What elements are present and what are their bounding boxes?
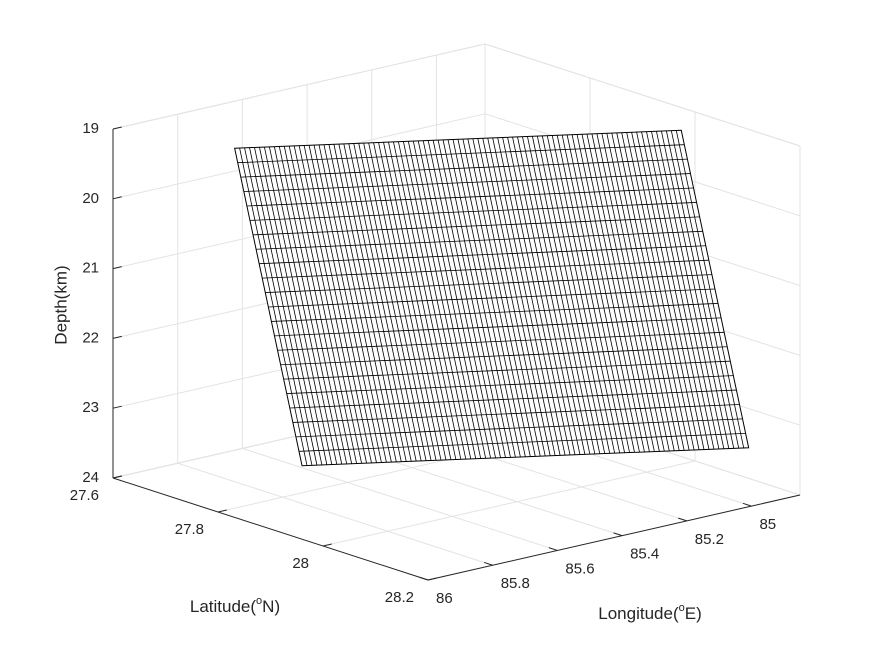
z-tick	[112, 405, 122, 409]
mesh-line	[268, 288, 715, 308]
z-tick	[112, 266, 122, 270]
z-tick	[112, 196, 122, 200]
mesh-line	[274, 317, 722, 337]
z-tick-label: 19	[82, 120, 99, 137]
x-tick	[742, 502, 752, 507]
z-axis-label: Depth(km)	[51, 265, 70, 344]
mesh-line	[298, 432, 746, 452]
x-tick-label: 85	[759, 516, 776, 533]
mesh-line	[286, 375, 734, 394]
x-label-rest: E)	[685, 604, 702, 623]
mesh-line	[243, 173, 691, 192]
x-axis-label: Longitude(oE)	[598, 602, 701, 624]
x-tick	[548, 547, 558, 551]
mesh-line	[295, 418, 743, 438]
y-tick	[112, 475, 122, 479]
z-tick-label: 23	[82, 399, 99, 416]
y-label-rest: N)	[262, 597, 280, 616]
mesh-line	[277, 331, 725, 351]
y-tick-label: 27.6	[70, 487, 99, 504]
z-tick-label: 24	[82, 469, 99, 486]
mesh-line	[280, 346, 728, 366]
mesh-line	[240, 158, 688, 178]
z-tick-label: 20	[82, 190, 99, 207]
mesh-line	[265, 274, 712, 293]
mesh-line	[289, 389, 737, 409]
x-tick	[483, 561, 493, 566]
grid-line	[484, 43, 801, 147]
mesh-line	[259, 245, 706, 265]
mesh-line	[253, 216, 700, 236]
y-tick-label: 28	[292, 555, 309, 572]
mesh-line	[271, 303, 719, 322]
y-label-text: Latitude(	[190, 597, 256, 616]
y-tick	[322, 543, 332, 547]
x-tick-label: 85.6	[565, 560, 594, 577]
y-tick-label: 27.8	[175, 521, 204, 538]
mesh-line	[237, 144, 685, 164]
y-tick	[217, 509, 227, 513]
x-tick-label: 85.2	[695, 531, 724, 548]
y-axis-line	[112, 477, 429, 581]
y-tick	[427, 577, 437, 581]
mesh-line	[283, 360, 731, 380]
x-tick-label: 85.8	[501, 575, 530, 592]
x-tick	[678, 517, 687, 522]
z-tick-label: 21	[82, 260, 99, 277]
mesh-line	[249, 202, 697, 221]
z-tick	[112, 126, 122, 130]
mesh-line	[262, 259, 709, 279]
grid-line	[322, 460, 696, 547]
grid-line	[177, 462, 493, 566]
y-tick-label: 28.2	[385, 589, 414, 606]
surface	[234, 129, 750, 467]
z-tick	[112, 335, 122, 339]
y-axis-label: Latitude(oN)	[190, 595, 280, 617]
grid-line	[112, 43, 486, 130]
mesh-line	[256, 230, 703, 250]
x-axis-line	[427, 494, 801, 581]
x-tick	[419, 576, 429, 581]
x-tick-label: 85.4	[630, 546, 659, 563]
z-tick-label: 22	[82, 329, 99, 346]
x-tick-label: 86	[436, 590, 453, 607]
y-label-sup: o	[256, 595, 262, 607]
x-tick	[613, 532, 623, 537]
x-label-sup: o	[679, 602, 685, 614]
grid-line	[242, 447, 558, 551]
x-label-text: Longitude(	[598, 604, 679, 623]
mesh-line	[292, 404, 740, 423]
mesh-line	[246, 187, 694, 207]
